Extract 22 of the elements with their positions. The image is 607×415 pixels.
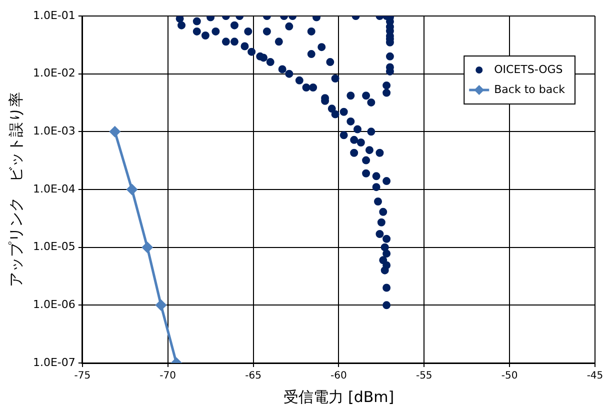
point — [126, 184, 138, 195]
y-axis-title: アップリンク ビット誤り率 — [6, 92, 25, 287]
point — [110, 126, 120, 137]
x-tick-label: -65 — [245, 370, 262, 382]
legend-label: Back to back — [494, 82, 566, 96]
x-tick-label: -45 — [586, 370, 604, 382]
y-tick-label: 1.0E-07 — [32, 356, 76, 369]
y-tick-label: 1.0E-01 — [32, 8, 76, 22]
point — [142, 242, 153, 253]
y-tick-label: 1.0E-05 — [32, 240, 76, 254]
y-tick-label: 1.0E-06 — [32, 298, 76, 312]
x-tick-label: -75 — [74, 370, 91, 382]
x-tick-label: -50 — [501, 370, 518, 382]
x-tick-label: -70 — [160, 370, 176, 382]
legend-label: OICETS-OGS — [494, 62, 563, 76]
point — [156, 300, 166, 310]
y-tick-label: 1.0E-02 — [32, 66, 76, 80]
x-axis-title: 受信電力 [dBm] — [283, 388, 394, 406]
y-tick-label: 1.0E-04 — [32, 182, 76, 196]
x-tick-label: -60 — [330, 370, 347, 382]
y-tick-label: 1.0E-03 — [32, 124, 76, 138]
x-tick-label: -55 — [416, 370, 432, 382]
